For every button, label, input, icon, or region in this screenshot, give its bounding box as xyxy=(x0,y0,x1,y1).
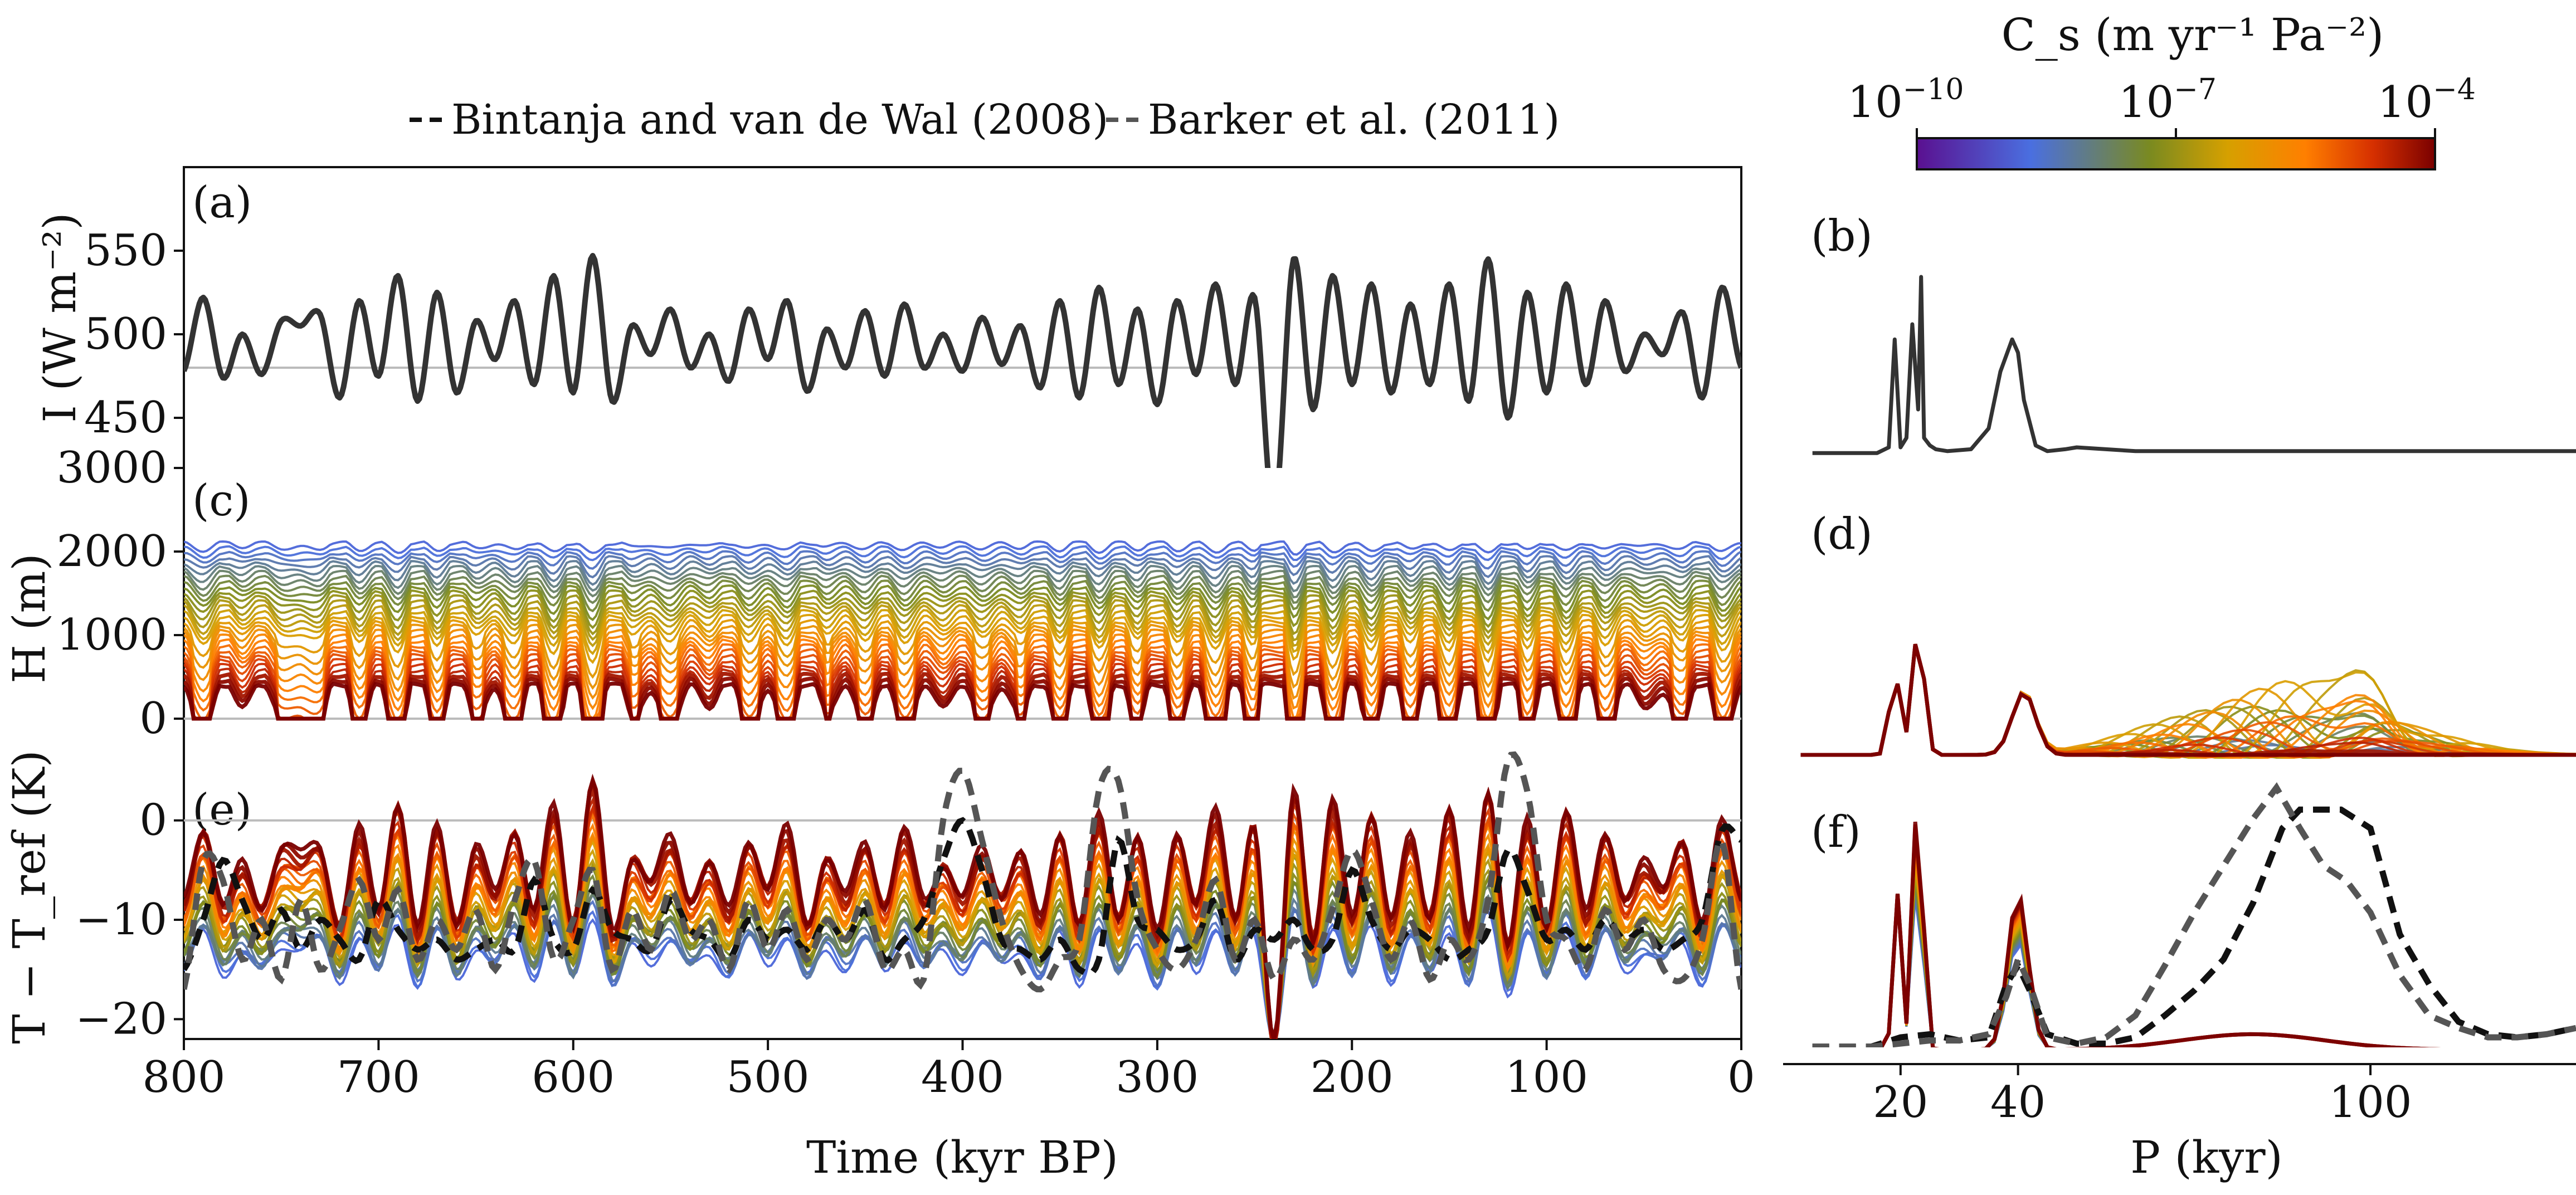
panel-label-b: (b) xyxy=(1811,211,1873,261)
ytick-label-a: 550 xyxy=(84,226,167,276)
xlabel-time: Time (kyr BP) xyxy=(806,1131,1118,1183)
ytick-label-c: 1000 xyxy=(56,610,167,660)
ensemble-line-c xyxy=(184,579,1741,613)
ensemble-line-c xyxy=(184,594,1741,636)
colorbar-tick-1: 10−7 xyxy=(2119,73,2217,128)
ensemble-line-c xyxy=(184,589,1741,630)
xtick-label-time: 300 xyxy=(1116,1052,1199,1103)
panel-label-c: (c) xyxy=(192,476,251,526)
legend: Bintanja and van de Wal (2008) Barker et… xyxy=(410,96,1560,144)
ensemble-line-c xyxy=(184,569,1741,599)
panel-label-f: (f) xyxy=(1811,807,1861,857)
ylabel-c: H (m) xyxy=(3,553,55,683)
ensemble-line-c xyxy=(184,540,1741,556)
panel-c-plot xyxy=(184,540,1741,721)
ensemble-line-c xyxy=(184,618,1741,679)
ensemble-line-c xyxy=(184,545,1741,562)
series-insolation-spectrum xyxy=(1812,275,2576,455)
xtick-label-time: 700 xyxy=(337,1052,420,1103)
ytick-label-a: 500 xyxy=(84,309,167,359)
ensemble-line-e xyxy=(184,784,1741,1039)
colorbar-tick-0: 10−10 xyxy=(1847,73,1964,128)
ensemble-line-e xyxy=(184,834,1741,1039)
panel-a-plot xyxy=(184,253,1741,468)
series-bintanja-spectrum xyxy=(1812,806,2576,1047)
ensemble-line-c xyxy=(184,681,1741,721)
ytick-label-a: 450 xyxy=(84,393,167,443)
ensemble-line-c xyxy=(184,609,1741,655)
ensemble-line-c xyxy=(184,613,1741,664)
colorbar-title: C_s (m yr⁻¹ Pa⁻²) xyxy=(2002,9,2384,61)
ensemble-line-c xyxy=(184,623,1741,690)
xlabel-period: P (kyr) xyxy=(2130,1131,2283,1183)
ylabel-a: I (W m⁻²) xyxy=(34,212,86,422)
ytick-label-c: 0 xyxy=(139,694,167,744)
xtick-label-time: 200 xyxy=(1311,1052,1394,1103)
ensemble-line-f xyxy=(1879,821,2441,1047)
ensemble-line-d xyxy=(1800,643,2576,757)
legend-label-barker: Barker et al. (2011) xyxy=(1148,96,1560,144)
series-insolation xyxy=(184,253,1741,468)
ensemble-line-d xyxy=(1800,643,2576,759)
ensemble-line-c xyxy=(184,560,1741,586)
ytick-label-e: −10 xyxy=(75,895,167,945)
ytick-label-e: −20 xyxy=(75,994,167,1044)
ensemble-line-f xyxy=(1879,890,2413,1047)
panel-e-plot xyxy=(184,751,1741,1039)
series-barker xyxy=(184,751,1741,993)
xtick-label-period: 20 xyxy=(1873,1077,1928,1128)
xtick-label-time: 600 xyxy=(532,1052,615,1103)
xtick-label-time: 500 xyxy=(727,1052,810,1103)
ytick-label-c: 2000 xyxy=(56,526,167,577)
xtick-label-period: 100 xyxy=(2329,1077,2412,1128)
ensemble-line-f xyxy=(1879,892,2413,1047)
panel-label-d: (d) xyxy=(1811,509,1873,559)
xtick-label-time: 0 xyxy=(1727,1052,1755,1103)
right-panels-plot xyxy=(1800,275,2576,1047)
ensemble-line-c xyxy=(184,604,1741,647)
ytick-label-e: 0 xyxy=(139,796,167,846)
xtick-label-time: 100 xyxy=(1505,1052,1588,1103)
ensemble-line-c xyxy=(184,555,1741,579)
ensemble-line-e xyxy=(184,773,1741,1039)
xtick-label-period: 40 xyxy=(1990,1077,2046,1128)
ensemble-line-c xyxy=(184,599,1741,642)
legend-label-bintanja: Bintanja and van de Wal (2008) xyxy=(451,96,1108,144)
colorbar-gradient xyxy=(1916,137,2436,170)
series-bintanja xyxy=(184,817,1741,977)
ensemble-line-c xyxy=(184,550,1741,570)
ensemble-line-e xyxy=(184,862,1741,1038)
ylabel-e: T − T_ref (K) xyxy=(3,750,55,1043)
xtick-label-time: 400 xyxy=(921,1052,1004,1103)
colorbar-tick-2: 10−4 xyxy=(2378,73,2476,128)
panel-label-e: (e) xyxy=(192,785,252,835)
ensemble-line-c xyxy=(184,584,1741,622)
series-barker-spectrum xyxy=(1812,782,2576,1047)
ensemble-line-c xyxy=(184,574,1741,604)
ensemble-line-c xyxy=(184,564,1741,593)
panel-label-a: (a) xyxy=(192,178,252,228)
xtick-label-time: 800 xyxy=(143,1052,226,1103)
colorbar: C_s (m yr⁻¹ Pa⁻²) 10−10 10−7 10−4 xyxy=(1847,9,2476,170)
ytick-label-c: 3000 xyxy=(56,443,167,493)
